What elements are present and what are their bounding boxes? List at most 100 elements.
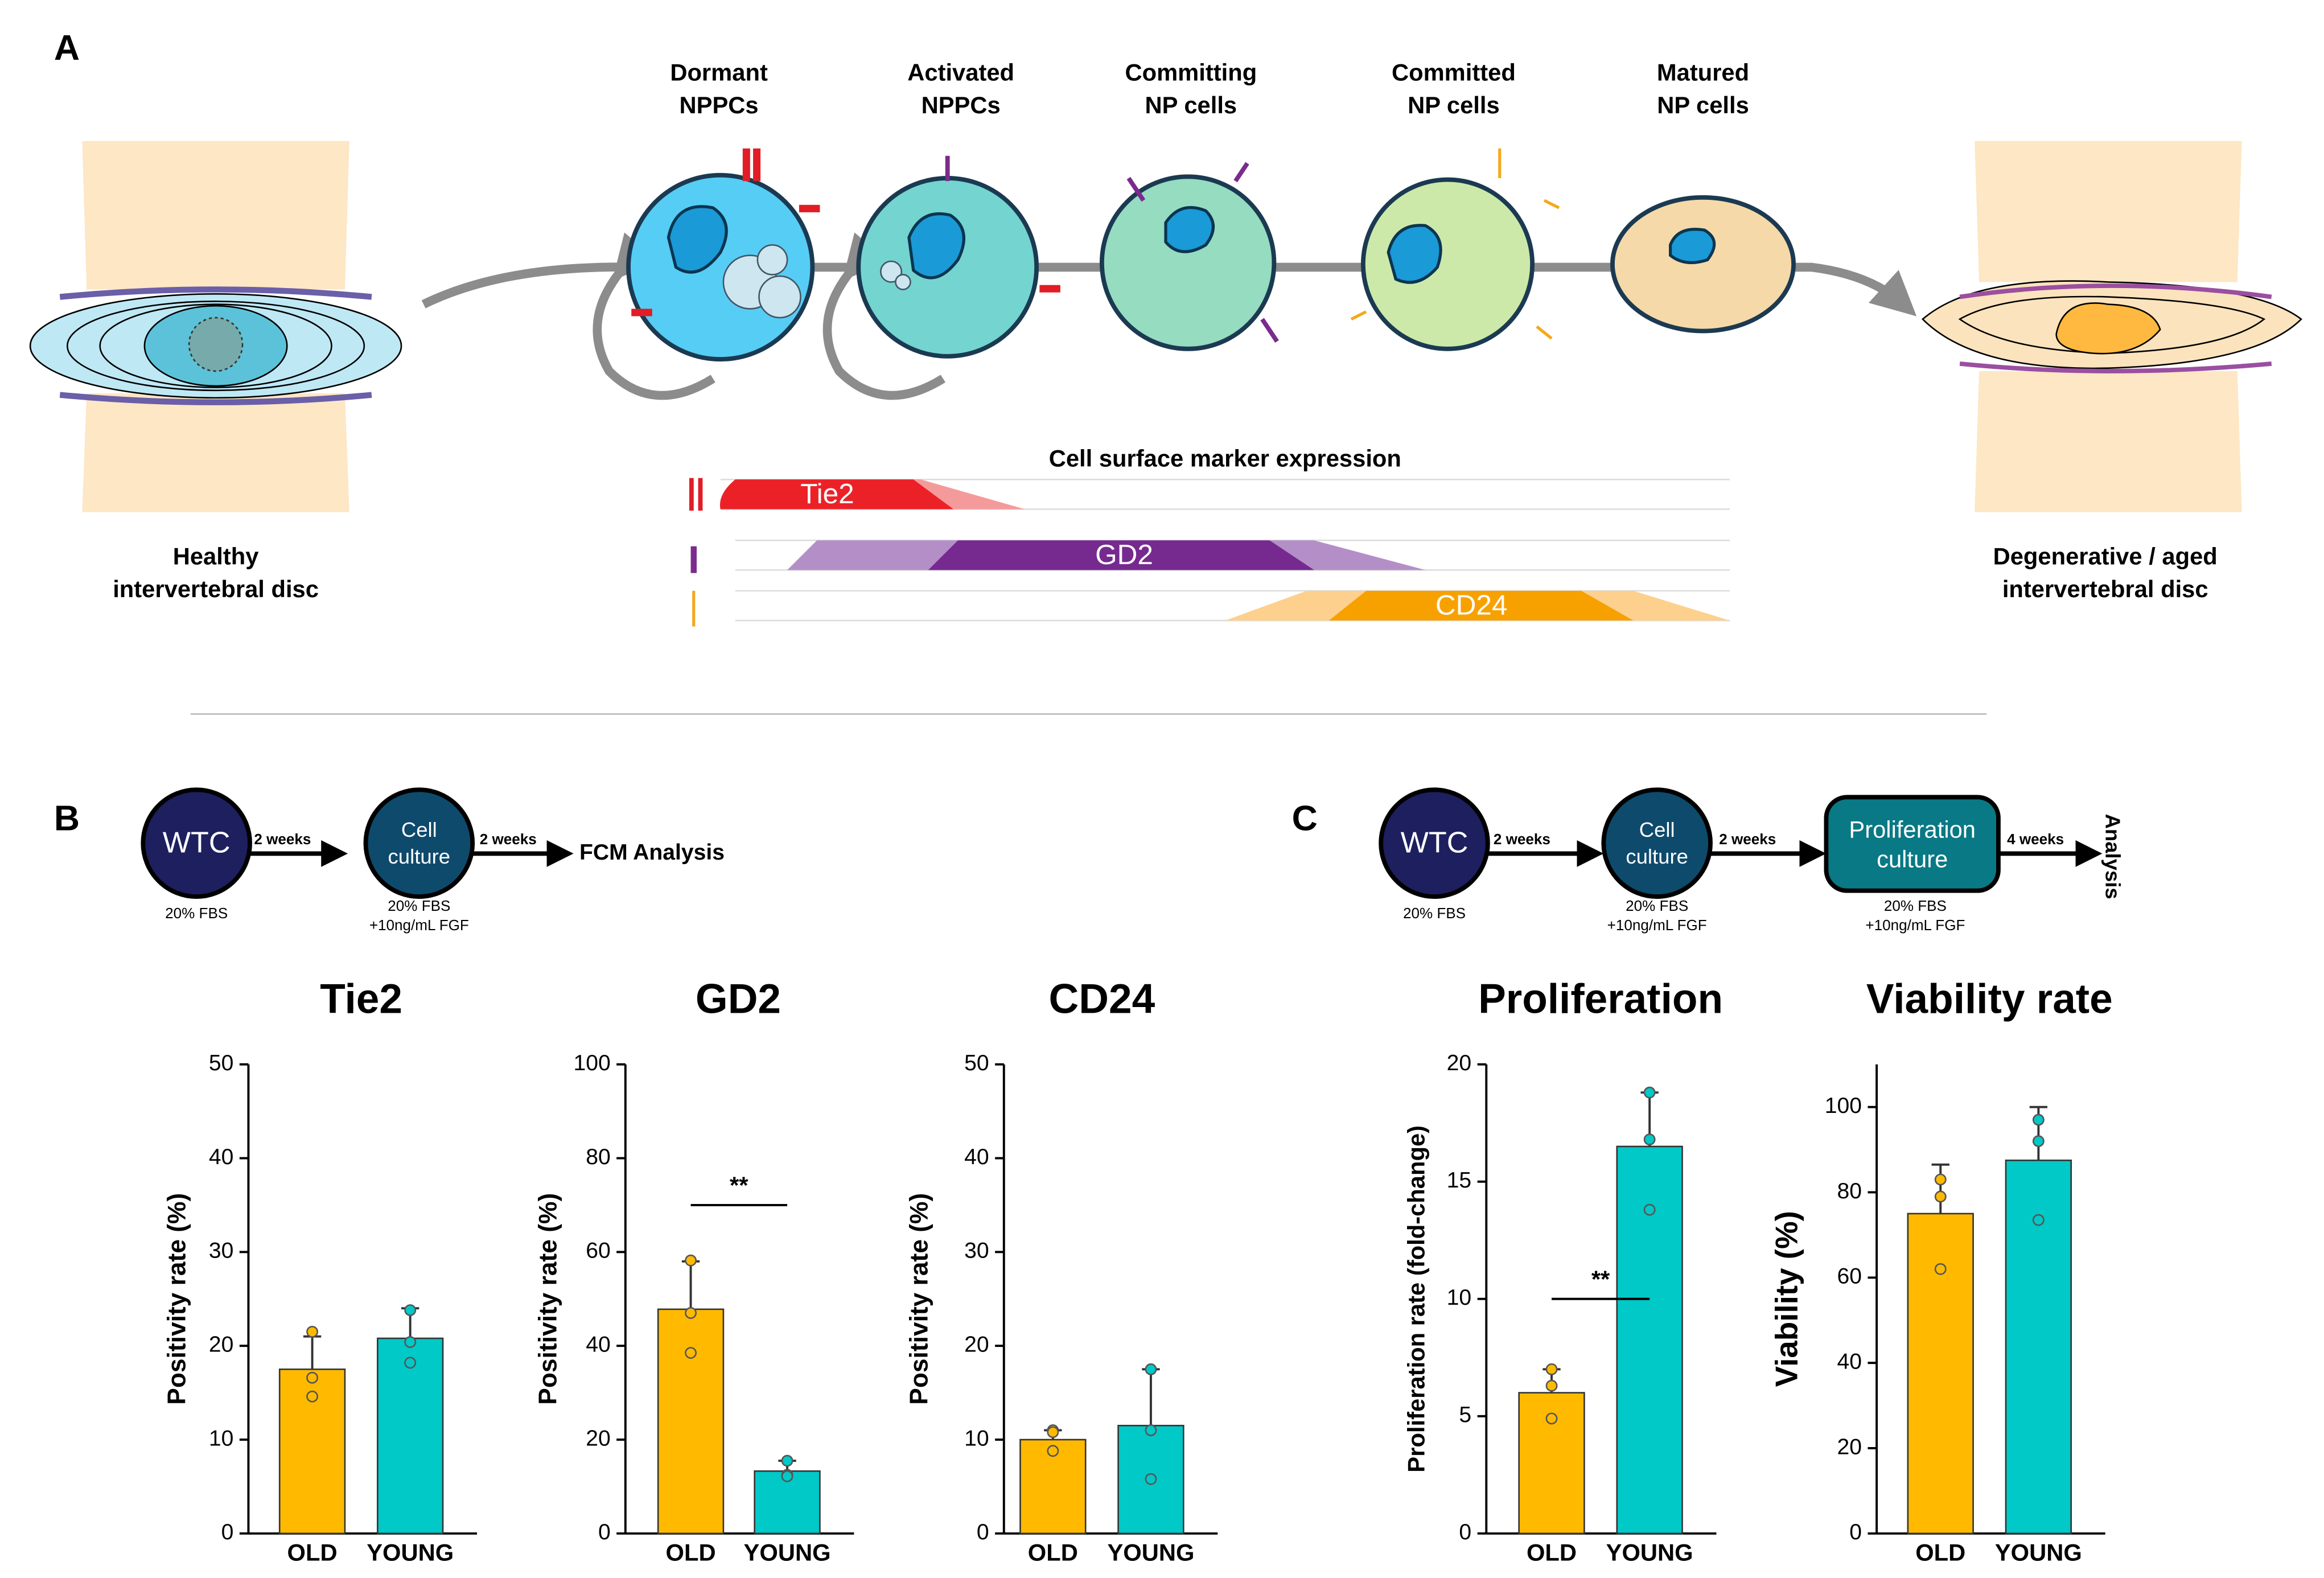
chart-title: Viability rate [1866,976,2113,1022]
data-point [2032,1135,2045,1148]
data-point [1643,1086,1656,1099]
stage-label: NP cells [1145,92,1237,118]
healthy-disc [29,141,402,512]
note: 20% FBS [165,905,228,922]
data-point [1145,1363,1157,1375]
data-point [1047,1445,1059,1457]
data-point [1643,1133,1656,1146]
y-tick-label: 80 [586,1145,611,1169]
stage-label: NP cells [1408,92,1500,118]
step-label: 2 weeks [480,831,537,848]
note: 20% FBS [1884,897,1947,914]
data-point [1145,1473,1157,1485]
lineage-arrow [421,232,1917,400]
node-label: culture [388,845,451,868]
data-point [306,1326,319,1338]
data-point [1545,1412,1558,1425]
data-point [1545,1363,1558,1375]
data-point [404,1336,417,1348]
stage-label: Committing [1125,59,1257,85]
y-tick-label: 15 [1447,1168,1472,1193]
stage-label: NPPCs [922,92,1001,118]
data-point [404,1304,417,1316]
marker-label: CD24 [1435,590,1508,621]
panel-label: C [1292,799,1318,839]
marker-label: GD2 [1095,539,1153,570]
x-tick-label: OLD [1527,1539,1577,1565]
y-tick-label: 100 [573,1051,610,1075]
y-axis-label: Positivity rate (%) [534,1193,562,1405]
x-tick-label: YOUNG [1995,1539,2082,1565]
stage-label: NPPCs [680,92,759,118]
node-label: Proliferation [1849,816,1976,843]
y-tick-label: 60 [1837,1264,1862,1289]
x-tick-label: YOUNG [367,1539,454,1565]
stage-label: Matured [1657,59,1749,85]
marker-bands [689,478,1730,627]
y-tick-label: 40 [964,1145,989,1169]
step-label: 2 weeks [1719,831,1776,848]
end-label: Analysis [2101,814,2124,899]
chart-title: CD24 [1049,976,1155,1022]
data-point [1643,1203,1656,1216]
data-point [1934,1190,1947,1203]
disc-label: Healthy [173,543,259,570]
y-tick-label: 50 [209,1051,234,1075]
y-tick-label: 0 [977,1520,989,1544]
chart-title: GD2 [696,976,781,1022]
disc-label: intervertebral disc [113,576,319,602]
disc-label: Degenerative / aged [1993,543,2218,570]
degenerative-disc [1922,141,2302,512]
node-label: WTC [163,827,231,860]
x-tick-label: YOUNG [1606,1539,1693,1565]
note: 20% FBS [1403,905,1466,922]
marker-icons [631,148,1560,343]
node-label: WTC [1401,827,1469,860]
node-label: Cell [1639,818,1675,841]
data-point [1934,1263,1947,1275]
cells [626,172,1796,361]
disc-label: intervertebral disc [2002,576,2208,602]
y-tick-label: 100 [1825,1094,1862,1118]
workflow-b [141,787,574,899]
data-point [1145,1424,1157,1436]
y-axis-label: Proliferation rate (fold-change) [1402,1125,1429,1473]
note: 20% FBS [1626,897,1688,914]
y-tick-label: 50 [964,1051,989,1075]
data-point [685,1347,697,1359]
y-tick-label: 30 [964,1239,989,1263]
y-tick-label: 20 [1447,1051,1472,1075]
y-tick-label: 20 [1837,1435,1862,1459]
bar [657,1308,725,1535]
note: +10ng/mL FGF [369,917,469,934]
note: +10ng/mL FGF [1865,917,1965,934]
y-axis-label: Positivity rate (%) [905,1193,933,1405]
significance-label: ** [730,1172,748,1199]
bar [377,1337,444,1535]
y-tick-label: 10 [1447,1285,1472,1310]
node-label: culture [1626,845,1688,868]
data-point [1934,1173,1947,1186]
x-tick-label: OLD [287,1539,338,1565]
y-tick-label: 40 [209,1145,234,1169]
y-tick-label: 40 [586,1332,611,1357]
y-axis-label: Viability (%) [1769,1211,1804,1387]
x-tick-label: OLD [1028,1539,1078,1565]
end-label: FCM Analysis [579,840,725,865]
y-axis-label: Positivity rate (%) [163,1193,191,1405]
y-tick-label: 0 [1459,1520,1471,1544]
note: +10ng/mL FGF [1607,917,1707,934]
chart-title: Tie2 [320,976,402,1022]
data-point [1545,1379,1558,1392]
workflow-c [1379,787,2103,899]
panel-label: B [54,799,80,839]
y-tick-label: 80 [1837,1179,1862,1203]
node-label: culture [1877,845,1948,872]
note: 20% FBS [388,897,450,914]
data-point [2032,1214,2045,1226]
stage-label: NP cells [1657,92,1749,118]
data-point [781,1454,793,1467]
data-point [306,1390,319,1403]
data-point [685,1254,697,1267]
